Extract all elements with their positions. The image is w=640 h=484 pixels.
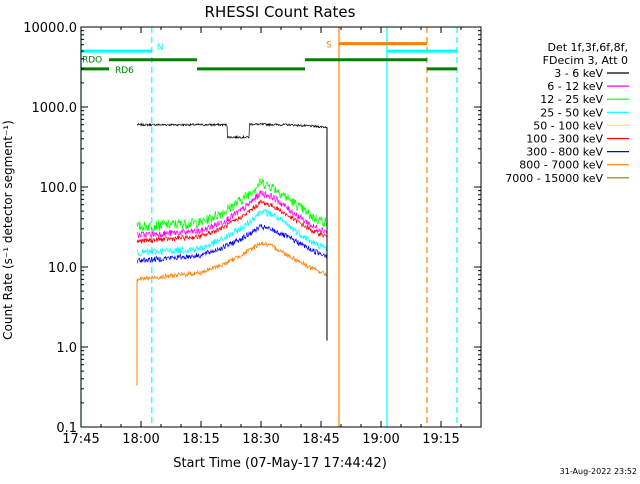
state-bar-label-rdo: RDO [82, 56, 102, 66]
legend-entry-label: 25 - 50 keV [540, 106, 603, 119]
legend-header-line-1: Det 1f,3f,6f,8f, [547, 41, 628, 54]
y-tick-label: 0.1 [56, 421, 77, 436]
legend-entry-label: 3 - 6 keV [554, 67, 603, 80]
state-bar-label-n: N [157, 43, 164, 53]
series-line-300-800-kev [136, 224, 328, 264]
legend-entry-label: 6 - 12 keV [547, 80, 603, 93]
series-line-25-50-kev [137, 208, 328, 257]
y-tick-label: 100.0 [40, 181, 77, 196]
x-tick-label: 18:15 [182, 432, 219, 447]
series-line-6-12-kev [136, 190, 328, 239]
x-tick-label: 19:15 [422, 432, 459, 447]
legend-entry-label: 300 - 800 keV [526, 146, 603, 159]
y-axis-label: Count Rate (s⁻¹ detector segment⁻¹) [1, 120, 15, 340]
generation-timestamp: 31-Aug-2022 23:52 [560, 467, 637, 476]
series-line-100-300-kev [136, 198, 328, 244]
y-tick-label: 10.0 [48, 261, 77, 276]
state-bar-label-s: S [326, 41, 332, 51]
legend-entry-label: 800 - 7000 keV [519, 159, 603, 172]
x-tick-label: 18:45 [302, 432, 339, 447]
series-line-3-6-kev [136, 122, 328, 140]
legend-header-line-2: FDecim 3, Att 0 [543, 54, 628, 67]
state-bar-label-rd6: RD6 [115, 66, 134, 76]
y-tick-label: 10000.0 [23, 21, 77, 36]
instrument-state-bars: N S RDO RD6 [81, 41, 457, 76]
axes: 17:45 18:00 18:15 18:30 18:45 19:00 19:15 0.1 1.… [23, 21, 482, 447]
legend-entry-label: 50 - 100 keV [533, 119, 603, 132]
legend-entry-label: 100 - 300 keV [526, 133, 603, 146]
x-tick-label: 18:30 [242, 432, 279, 447]
series-line-800-7000-kev [136, 241, 328, 282]
x-tick-label: 19:00 [362, 432, 399, 447]
y-tick-label: 1000.0 [32, 101, 78, 116]
count-rate-series [136, 122, 328, 386]
x-tick-label: 18:00 [122, 432, 159, 447]
legend-entry-label: 12 - 25 keV [540, 93, 603, 106]
x-axis-label: Start Time (07-May-17 17:44:42) [173, 456, 387, 471]
legend-entry-label: 7000 - 15000 keV [505, 172, 603, 185]
x-tick-label: 17:45 [62, 432, 99, 447]
chart-title: RHESSI Count Rates [205, 3, 356, 21]
y-tick-label: 1.0 [56, 341, 77, 356]
series-line-12-25-kev [136, 177, 328, 232]
